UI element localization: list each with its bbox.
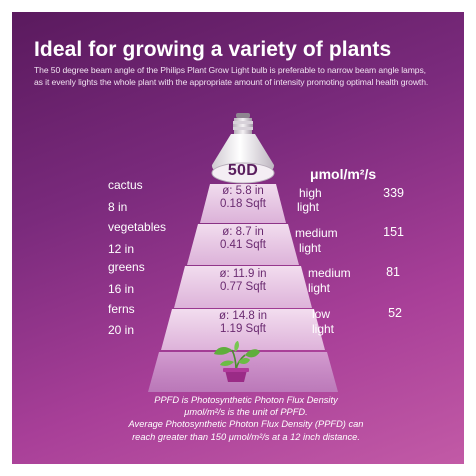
ppfd-cactus: 339 [383,186,404,200]
level-cactus-2: light [297,200,320,214]
page-title: Ideal for growing a variety of plants [34,38,392,61]
footnote: PPFD is Photosynthetic Photon Flux Densi… [26,394,464,443]
unit-header: μmol/m²/s [310,166,377,182]
level-greens-2: light [308,281,331,295]
distance-greens: 16 in [108,282,135,296]
ppfd-vegetables: 151 [383,225,404,239]
plant-name-ferns: ferns [108,302,135,316]
light-band-1 [200,184,286,223]
area-vegetables: 0.41 Sqft [219,239,267,251]
level-ferns-1: low [312,307,331,321]
ppfd-greens: 81 [386,265,400,279]
distance-ferns: 20 in [108,323,135,337]
distance-cactus: 8 in [108,200,128,214]
plant-name-vegetables: vegetables [108,220,167,234]
ppfd-ferns: 52 [388,306,402,320]
light-band-4 [161,309,325,350]
level-cactus-1: high [299,186,322,200]
level-vegetables-1: medium [295,226,338,240]
diameter-vegetables: ø: 8.7 in [222,226,264,238]
infographic: Ideal for growing a variety of plants Th… [12,12,464,464]
light-band-3 [174,266,312,308]
light-cone [148,184,338,392]
plant-name-cactus: cactus [108,178,143,192]
footnote-line: reach greater than 150 μmol/m²/s at a 12… [132,431,360,442]
bulb-icon [211,113,275,184]
area-greens: 0.77 Sqft [219,281,267,293]
bulb-label: 50D [227,162,259,179]
plant-name-greens: greens [108,260,145,274]
diameter-ferns: ø: 14.8 in [219,310,267,322]
level-vegetables-2: light [299,241,322,255]
light-band-2 [187,224,299,265]
distance-vegetables: 12 in [108,242,135,256]
diameter-cactus: ø: 5.8 in [222,185,264,197]
description-line: as it evenly lights the whole plant with… [34,77,429,87]
level-greens-1: medium [308,266,351,280]
diameter-greens: ø: 11.9 in [219,268,267,280]
footnote-line: Average Photosynthetic Photon Flux Densi… [128,419,364,430]
area-cactus: 0.18 Sqft [219,198,267,210]
footnote-line: μmol/m²/s is the unit of PPFD. [184,407,308,418]
area-ferns: 1.19 Sqft [219,323,267,335]
footnote-line: PPFD is Photosynthetic Photon Flux Densi… [154,395,338,405]
description-line: The 50 degree beam angle of the Philips … [34,65,426,75]
level-ferns-2: light [312,322,335,336]
description: The 50 degree beam angle of the Philips … [34,64,464,88]
plant-icon [214,341,260,382]
